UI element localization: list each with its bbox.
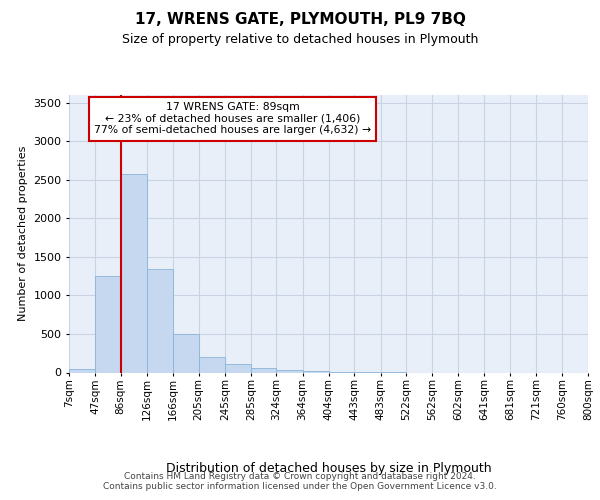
Bar [173,334,199,372]
Bar [69,368,95,372]
Bar [251,368,277,372]
Bar [121,174,147,372]
Text: Size of property relative to detached houses in Plymouth: Size of property relative to detached ho… [122,32,478,46]
Y-axis label: Number of detached properties: Number of detached properties [17,146,28,322]
Bar [147,269,173,372]
Bar [95,276,121,372]
Text: 17, WRENS GATE, PLYMOUTH, PL9 7BQ: 17, WRENS GATE, PLYMOUTH, PL9 7BQ [134,12,466,28]
Bar [277,370,302,372]
X-axis label: Distribution of detached houses by size in Plymouth: Distribution of detached houses by size … [166,462,491,475]
Text: Contains HM Land Registry data © Crown copyright and database right 2024.
Contai: Contains HM Land Registry data © Crown c… [103,472,497,491]
Bar [199,357,225,372]
Text: 17 WRENS GATE: 89sqm
← 23% of detached houses are smaller (1,406)
77% of semi-de: 17 WRENS GATE: 89sqm ← 23% of detached h… [94,102,371,135]
Bar [225,364,251,372]
